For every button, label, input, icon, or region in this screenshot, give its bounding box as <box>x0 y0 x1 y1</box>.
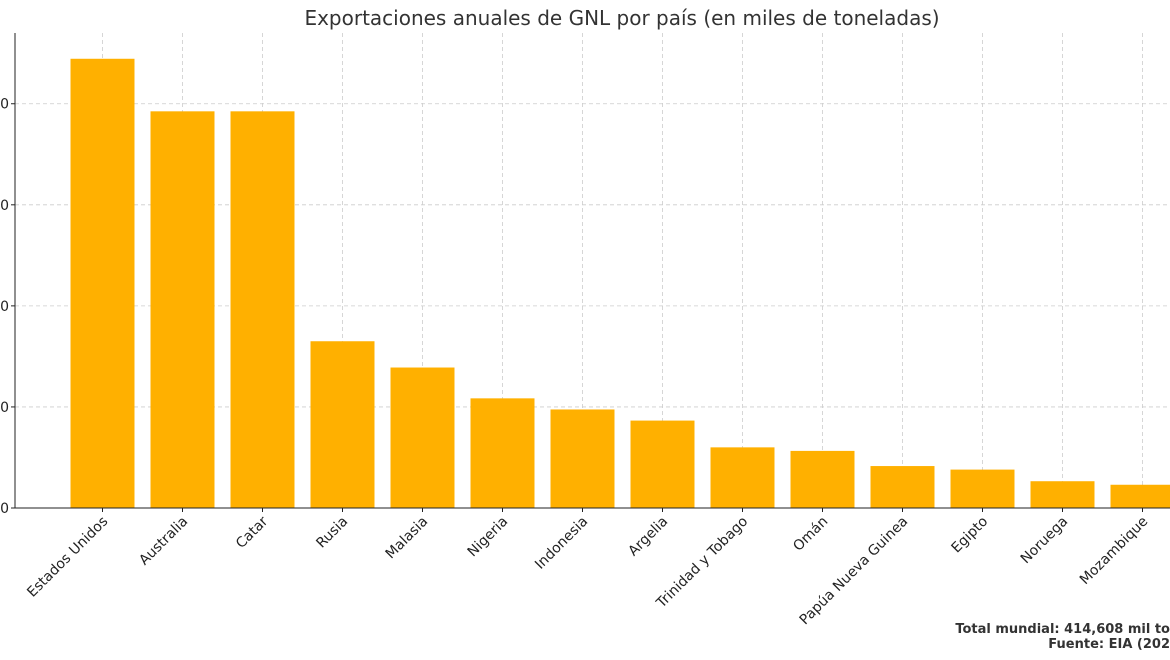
bar-nigeria <box>470 398 535 508</box>
bar-noruega <box>1030 481 1095 508</box>
bar-malasia <box>390 367 455 508</box>
x-tick-label: Omán <box>790 514 831 555</box>
x-tick-label: Argelia <box>625 514 671 560</box>
bars <box>70 58 1170 509</box>
y-tick-label: 0 <box>0 400 9 416</box>
x-tick-label: Catar <box>233 513 271 551</box>
bar-estados-unidos <box>70 58 135 509</box>
x-tick-label: Egipto <box>948 514 991 557</box>
x-tick-label: Rusia <box>313 514 351 552</box>
bar-papúa-nueva-guinea <box>870 466 935 508</box>
y-tick-label: 0 <box>0 299 9 315</box>
x-tick-label: Estados Unidos <box>24 514 111 601</box>
x-tick-labels: Estados Unidos Australia Catar Rusia Malasia… <box>24 508 1151 628</box>
x-tick-label: Noruega <box>1018 514 1072 568</box>
x-tick-label: Mozambique <box>1077 514 1152 589</box>
source-annotation: Fuente: EIA (202 <box>1048 637 1170 652</box>
x-tick-label: Indonesia <box>532 514 591 573</box>
total-annotation: Total mundial: 414,608 mil to <box>955 622 1170 637</box>
bar-rusia <box>310 341 375 508</box>
y-tick-label: 0 <box>0 501 9 517</box>
bar-australia <box>150 111 215 509</box>
x-tick-label: Nigeria <box>465 514 512 561</box>
y-tick-label: 0 <box>0 97 9 113</box>
bar-indonesia <box>550 409 615 508</box>
chart-title: Exportaciones anuales de GNL por país (e… <box>304 6 939 30</box>
bar-trinidad-y-tobago <box>710 447 775 508</box>
bar-catar <box>230 111 295 509</box>
bar-argelia <box>630 420 695 508</box>
bar-egipto <box>950 469 1015 508</box>
bar-omán <box>790 450 855 508</box>
x-tick-label: Malasia <box>383 514 432 563</box>
x-tick-label: Australia <box>136 514 191 569</box>
y-tick-labels: 0 0 0 0 0 <box>0 97 15 517</box>
bar-mozambique <box>1110 484 1170 508</box>
y-tick-label: 0 <box>0 198 9 214</box>
